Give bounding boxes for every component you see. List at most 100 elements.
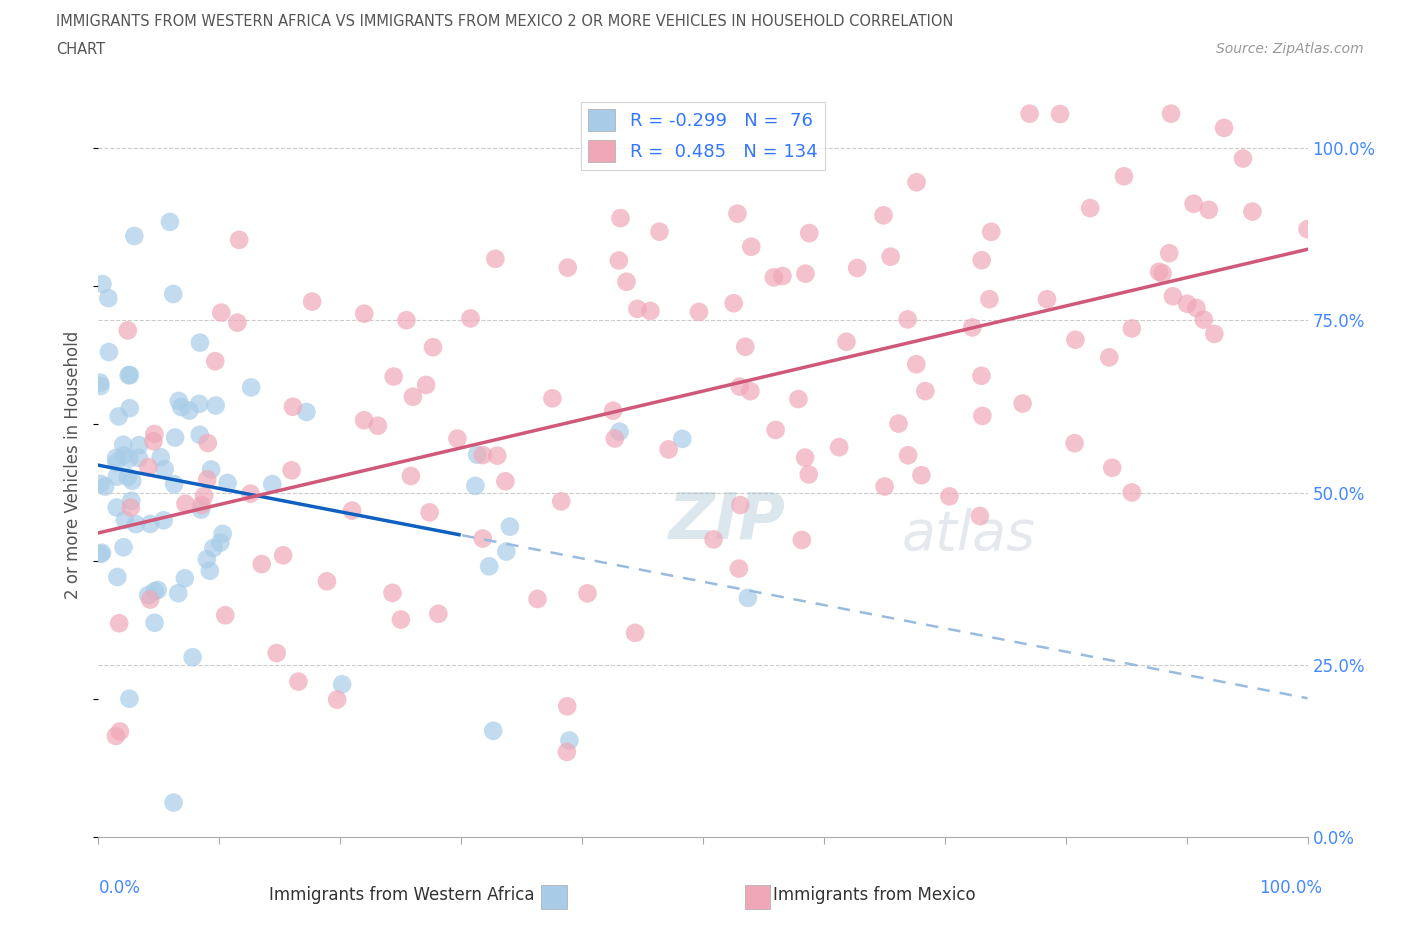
Point	[330, 677, 353, 692]
Point	[167, 393, 190, 408]
Point	[671, 432, 693, 446]
Point	[484, 251, 506, 266]
Point	[897, 312, 920, 326]
Point	[105, 450, 128, 465]
Point	[89, 375, 111, 390]
Point	[389, 612, 412, 627]
Point	[723, 296, 745, 311]
Point	[555, 745, 578, 760]
Point	[609, 424, 631, 439]
Y-axis label: 2 or more Vehicles in Household: 2 or more Vehicles in Household	[65, 331, 83, 599]
Point	[980, 224, 1002, 239]
Point	[167, 586, 190, 601]
Point	[217, 475, 239, 490]
Point	[193, 488, 215, 503]
Point	[446, 432, 468, 446]
Point	[190, 502, 212, 517]
Point	[962, 320, 984, 335]
Point	[202, 540, 225, 555]
Point	[262, 477, 284, 492]
Point	[152, 512, 174, 527]
Point	[1296, 221, 1319, 236]
Text: Source: ZipAtlas.com: Source: ZipAtlas.com	[1216, 42, 1364, 56]
Point	[89, 379, 111, 393]
Point	[107, 409, 129, 424]
Point	[728, 561, 751, 576]
Point	[1098, 350, 1121, 365]
Point	[970, 253, 993, 268]
Point	[179, 404, 201, 418]
Point	[280, 463, 302, 478]
Point	[737, 591, 759, 605]
Point	[204, 398, 226, 413]
Point	[478, 559, 501, 574]
Point	[640, 303, 662, 318]
Point	[846, 260, 869, 275]
Point	[1147, 264, 1170, 279]
Point	[214, 608, 236, 623]
Point	[136, 588, 159, 603]
Point	[173, 571, 195, 586]
Point	[1064, 332, 1087, 347]
Point	[626, 301, 648, 316]
Point	[1204, 326, 1226, 341]
Point	[794, 266, 817, 281]
Point	[97, 345, 120, 360]
Point	[797, 467, 820, 482]
Point	[550, 494, 572, 509]
Point	[557, 260, 579, 275]
Point	[209, 536, 232, 551]
Point	[765, 422, 787, 437]
Point	[188, 335, 211, 350]
Point	[94, 479, 117, 494]
Point	[121, 473, 143, 488]
Point	[399, 469, 422, 484]
Point	[794, 450, 817, 465]
Point	[125, 517, 148, 532]
Point	[159, 215, 181, 230]
Point	[790, 533, 813, 548]
Point	[887, 416, 910, 431]
Point	[90, 476, 112, 491]
Point	[326, 692, 349, 707]
Point	[1121, 321, 1143, 336]
Point	[118, 367, 141, 382]
Point	[143, 427, 166, 442]
Text: 0.0%: 0.0%	[98, 879, 141, 897]
Point	[108, 724, 131, 739]
Point	[1192, 312, 1215, 327]
Point	[353, 413, 375, 428]
Point	[195, 472, 218, 486]
Point	[688, 304, 710, 319]
Point	[734, 339, 756, 354]
Point	[624, 626, 647, 641]
Point	[153, 461, 176, 476]
Point	[143, 584, 166, 599]
Point	[728, 379, 751, 394]
Point	[1198, 203, 1220, 218]
Point	[422, 339, 444, 354]
Point	[226, 315, 249, 330]
Point	[271, 548, 294, 563]
Point	[1241, 205, 1264, 219]
Point	[910, 468, 932, 483]
Point	[419, 505, 441, 520]
Point	[471, 447, 494, 462]
Point	[402, 390, 425, 405]
Point	[495, 544, 517, 559]
Point	[197, 435, 219, 450]
Point	[616, 274, 638, 289]
Point	[1011, 396, 1033, 411]
Text: Immigrants from Western Africa: Immigrants from Western Africa	[269, 885, 534, 904]
Point	[188, 427, 211, 442]
Point	[128, 450, 150, 465]
Point	[91, 276, 114, 291]
Point	[105, 500, 128, 515]
Point	[118, 691, 141, 706]
Point	[541, 391, 564, 405]
Point	[117, 470, 139, 485]
Point	[382, 369, 405, 384]
Point	[112, 437, 135, 452]
Point	[872, 208, 894, 223]
Point	[740, 239, 762, 254]
